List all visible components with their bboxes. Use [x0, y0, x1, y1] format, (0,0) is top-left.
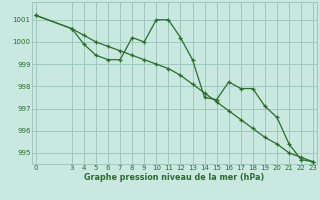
- X-axis label: Graphe pression niveau de la mer (hPa): Graphe pression niveau de la mer (hPa): [84, 173, 265, 182]
